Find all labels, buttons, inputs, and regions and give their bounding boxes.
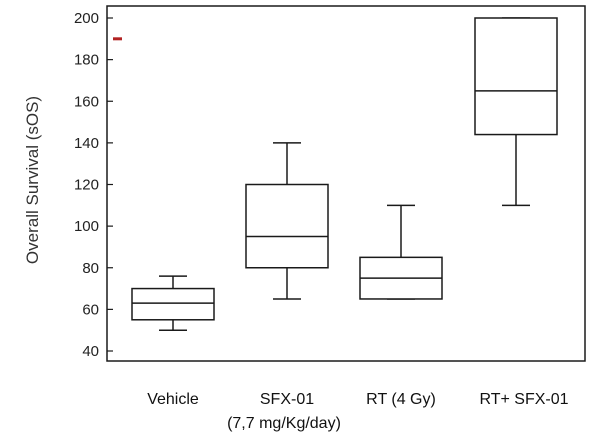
iqr-box (245, 183, 329, 269)
y-tick-label-80: 80 (82, 260, 99, 277)
y-tick-label-140: 140 (74, 135, 99, 152)
y-tick-label-160: 160 (74, 93, 99, 110)
y-tick-label-200: 200 (74, 10, 99, 27)
box-3 (359, 204, 443, 300)
category-label-2: SFX-01 (260, 391, 314, 408)
y-tick-label-60: 60 (82, 301, 99, 318)
box-4 (474, 17, 558, 207)
category-label-3: RT (4 Gy) (366, 391, 436, 408)
box-1 (131, 275, 215, 331)
y-tick-label-100: 100 (74, 218, 99, 235)
y-axis: 40 60 80 100 120 140 160 180 200 (74, 10, 122, 360)
y-tick-label-120: 120 (74, 177, 99, 194)
iqr-box (474, 17, 558, 136)
box-2 (245, 142, 329, 300)
y-axis-title: Overall Survival (sOS) (23, 96, 42, 264)
plot-frame (106, 5, 586, 362)
x-axis: Vehicle SFX-01 (7,7 mg/Kg/day) RT (4 Gy) RT+… (147, 391, 568, 432)
category-sublabel-2: (7,7 mg/Kg/day) (227, 415, 341, 432)
y-tick-label-40: 40 (82, 343, 99, 360)
boxes-group (131, 17, 558, 331)
category-label-4: RT+ SFX-01 (479, 391, 568, 408)
category-label-1: Vehicle (147, 391, 199, 408)
iqr-box (131, 287, 215, 321)
y-tick-label-180: 180 (74, 52, 99, 69)
